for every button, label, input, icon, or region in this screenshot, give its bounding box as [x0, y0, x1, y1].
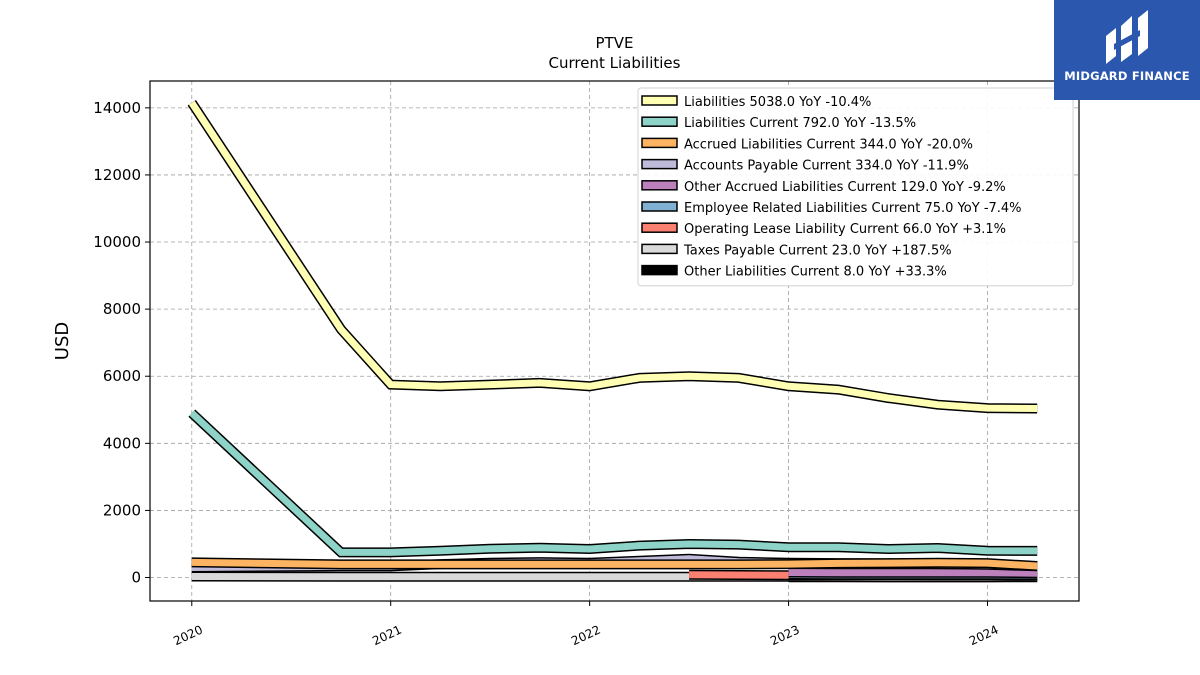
legend-swatch: [641, 137, 678, 149]
logo-text: MIDGARD FINANCE: [1064, 69, 1190, 83]
chart-title: PTVE: [596, 34, 634, 52]
legend-swatch: [641, 243, 678, 255]
y-tick-label: 8000: [103, 300, 141, 318]
legend-item: Employee Related Liabilities Current 75.…: [641, 201, 1022, 216]
y-tick-label: 2000: [103, 501, 141, 519]
y-tick-label: 12000: [93, 166, 141, 184]
legend-item: Other Liabilities Current 8.0 YoY +33.3%: [641, 264, 947, 280]
y-tick-label: 0: [131, 569, 141, 587]
legend-swatch: [641, 201, 678, 212]
legend-item: Accounts Payable Current 334.0 YoY -11.9…: [641, 158, 969, 174]
series-liabilities-current: [188, 409, 1038, 558]
series-other-accrued-liabilities-current: [788, 567, 1038, 579]
legend-item: Other Accrued Liabilities Current 129.0 …: [641, 180, 1006, 195]
legend-label: Liabilities Current 792.0 YoY -13.5%: [684, 116, 916, 131]
y-tick-label: 10000: [93, 233, 141, 251]
legend-swatch: [641, 264, 678, 276]
series-liabilities: [187, 100, 1038, 414]
legend-label: Accounts Payable Current 334.0 YoY -11.9…: [684, 159, 969, 174]
logo-mark-icon: [1106, 10, 1148, 64]
x-tick-label: 2021: [370, 623, 404, 649]
series-accrued-liabilities-current: [191, 557, 1038, 571]
legend-item: Liabilities 5038.0 YoY -10.4%: [641, 95, 871, 110]
legend-swatch: [641, 158, 678, 170]
x-tick-label: 2022: [569, 623, 603, 649]
legend-swatch: [641, 180, 678, 191]
legend-swatch: [641, 222, 678, 233]
legend-label: Employee Related Liabilities Current 75.…: [684, 201, 1022, 216]
plot-frame: [149, 80, 1080, 602]
legend-label: Liabilities 5038.0 YoY -10.4%: [684, 95, 871, 110]
legend-swatch: [641, 95, 678, 106]
y-axis-label: USD: [52, 322, 73, 360]
legend-item: Taxes Payable Current 23.0 YoY +187.5%: [641, 243, 952, 258]
y-axis: 0 2000 4000 6000 8000 10000 12000 14000: [93, 99, 150, 587]
legend-label: Taxes Payable Current 23.0 YoY +187.5%: [683, 243, 952, 258]
x-axis: 2020 2021 2022 2023 2024: [171, 601, 1001, 649]
legend-item: Operating Lease Liability Current 66.0 Y…: [641, 222, 1006, 237]
y-tick-label: 14000: [93, 99, 141, 117]
y-tick-label: 4000: [103, 434, 141, 452]
legend-label: Accrued Liabilities Current 344.0 YoY -2…: [684, 137, 973, 152]
x-tick-label: 2020: [171, 623, 205, 649]
logo: MIDGARD FINANCE: [1054, 0, 1200, 100]
x-tick-label: 2024: [967, 623, 1001, 649]
chart-subtitle: Current Liabilities: [549, 54, 681, 72]
series-layer: [187, 100, 1038, 583]
grid: [150, 81, 1079, 601]
legend-box: [637, 87, 1074, 287]
legend-label: Other Liabilities Current 8.0 YoY +33.3%: [684, 265, 947, 280]
legend-swatch: [641, 116, 678, 127]
legend-item: Accrued Liabilities Current 344.0 YoY -2…: [641, 137, 973, 152]
legend-label: Operating Lease Liability Current 66.0 Y…: [684, 222, 1006, 237]
legend-item: Liabilities Current 792.0 YoY -13.5%: [641, 116, 916, 131]
legend: Liabilities 5038.0 YoY -10.4% Liabilities…: [637, 87, 1074, 287]
y-tick-label: 6000: [103, 367, 141, 385]
x-tick-label: 2023: [768, 623, 802, 649]
legend-label: Other Accrued Liabilities Current 129.0 …: [684, 180, 1006, 195]
